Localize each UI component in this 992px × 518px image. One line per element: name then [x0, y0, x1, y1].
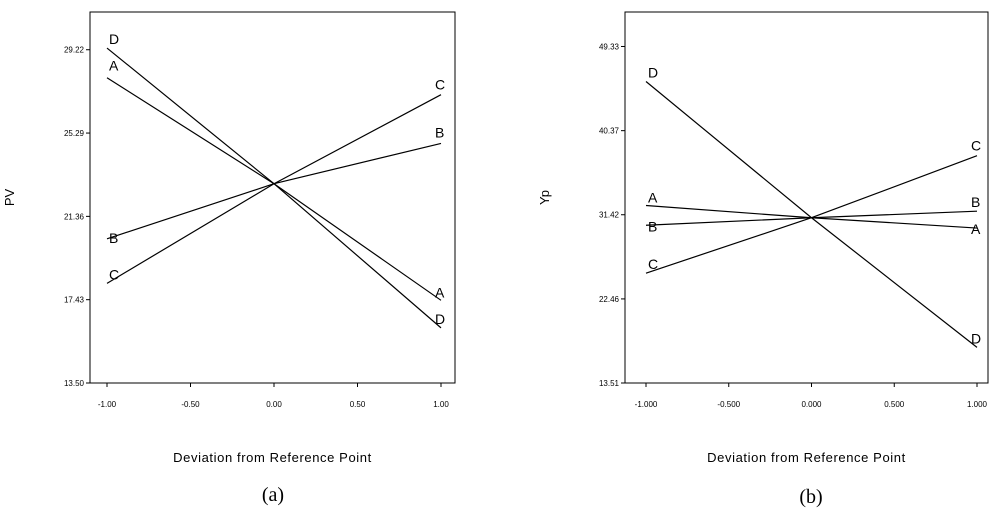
series-label-c-right: C	[435, 77, 445, 93]
x-tick-label: 0.50	[350, 400, 366, 409]
series-line-a	[106, 77, 442, 301]
y-tick-label: 13.51	[599, 379, 620, 388]
y-tick-label: 40.37	[599, 127, 620, 136]
x-tick-label: -0.50	[181, 400, 200, 409]
chart-panel-b: 13.51 22.46 31.42 40.37 49.33 -1.000 -0.500 0.0…	[537, 11, 989, 508]
chart-panel-a: 13.50 17.43 21.36 25.29 29.22 -1.00 -0.50 0.00 0…	[2, 11, 456, 506]
series-label-d-left: D	[109, 31, 119, 47]
x-tick-label: 0.000	[801, 400, 822, 409]
series-label-c-left: C	[648, 256, 658, 272]
y-tick-label: 31.42	[599, 211, 620, 220]
plot-frame	[89, 11, 456, 384]
y-axis-title: Yp	[537, 190, 552, 205]
series-label-b-left: B	[109, 230, 118, 246]
series-label-d-right: D	[971, 330, 981, 346]
y-tick-label: 25.29	[64, 129, 85, 138]
y-tick-label: 29.22	[64, 46, 85, 55]
series-line-d	[645, 81, 978, 348]
series-label-a-left: A	[648, 190, 658, 206]
x-tick-label: 0.500	[884, 400, 905, 409]
series-line-d	[106, 47, 442, 329]
series-label-d-right: D	[435, 311, 445, 327]
y-tick-label: 21.36	[64, 212, 85, 221]
series-line-c	[645, 155, 978, 274]
series-label-b-right: B	[971, 194, 980, 210]
y-tick-label: 13.50	[64, 379, 85, 388]
series-label-a-right: A	[435, 284, 445, 300]
series-label-b-right: B	[435, 124, 444, 140]
x-tick-label: 0.00	[266, 400, 282, 409]
panel-caption: (b)	[799, 486, 822, 508]
x-tick-label: -1.000	[635, 400, 658, 409]
x-tick-label: 1.000	[967, 400, 988, 409]
y-axis-title: PV	[2, 189, 17, 207]
y-tick-label: 49.33	[599, 42, 620, 51]
x-tick-label: 1.00	[433, 400, 449, 409]
series-line-b	[106, 142, 442, 240]
series-label-a-left: A	[109, 58, 119, 74]
plot-frame	[624, 11, 989, 384]
y-tick-label: 17.43	[64, 296, 85, 305]
series-line-c	[106, 94, 442, 284]
series-label-a-right: A	[971, 221, 981, 237]
series-label-d-left: D	[648, 65, 658, 81]
series-label-c-right: C	[971, 138, 981, 154]
series-label-c-left: C	[109, 266, 119, 282]
x-tick-label: -0.500	[717, 400, 740, 409]
x-axis-title: Deviation from Reference Point	[173, 450, 372, 465]
x-axis-title: Deviation from Reference Point	[707, 450, 906, 465]
x-tick-label: -1.00	[98, 400, 117, 409]
y-tick-label: 22.46	[599, 295, 620, 304]
series-line-a	[645, 204, 978, 229]
series-label-b-left: B	[648, 218, 657, 234]
panel-caption: (a)	[262, 484, 284, 506]
